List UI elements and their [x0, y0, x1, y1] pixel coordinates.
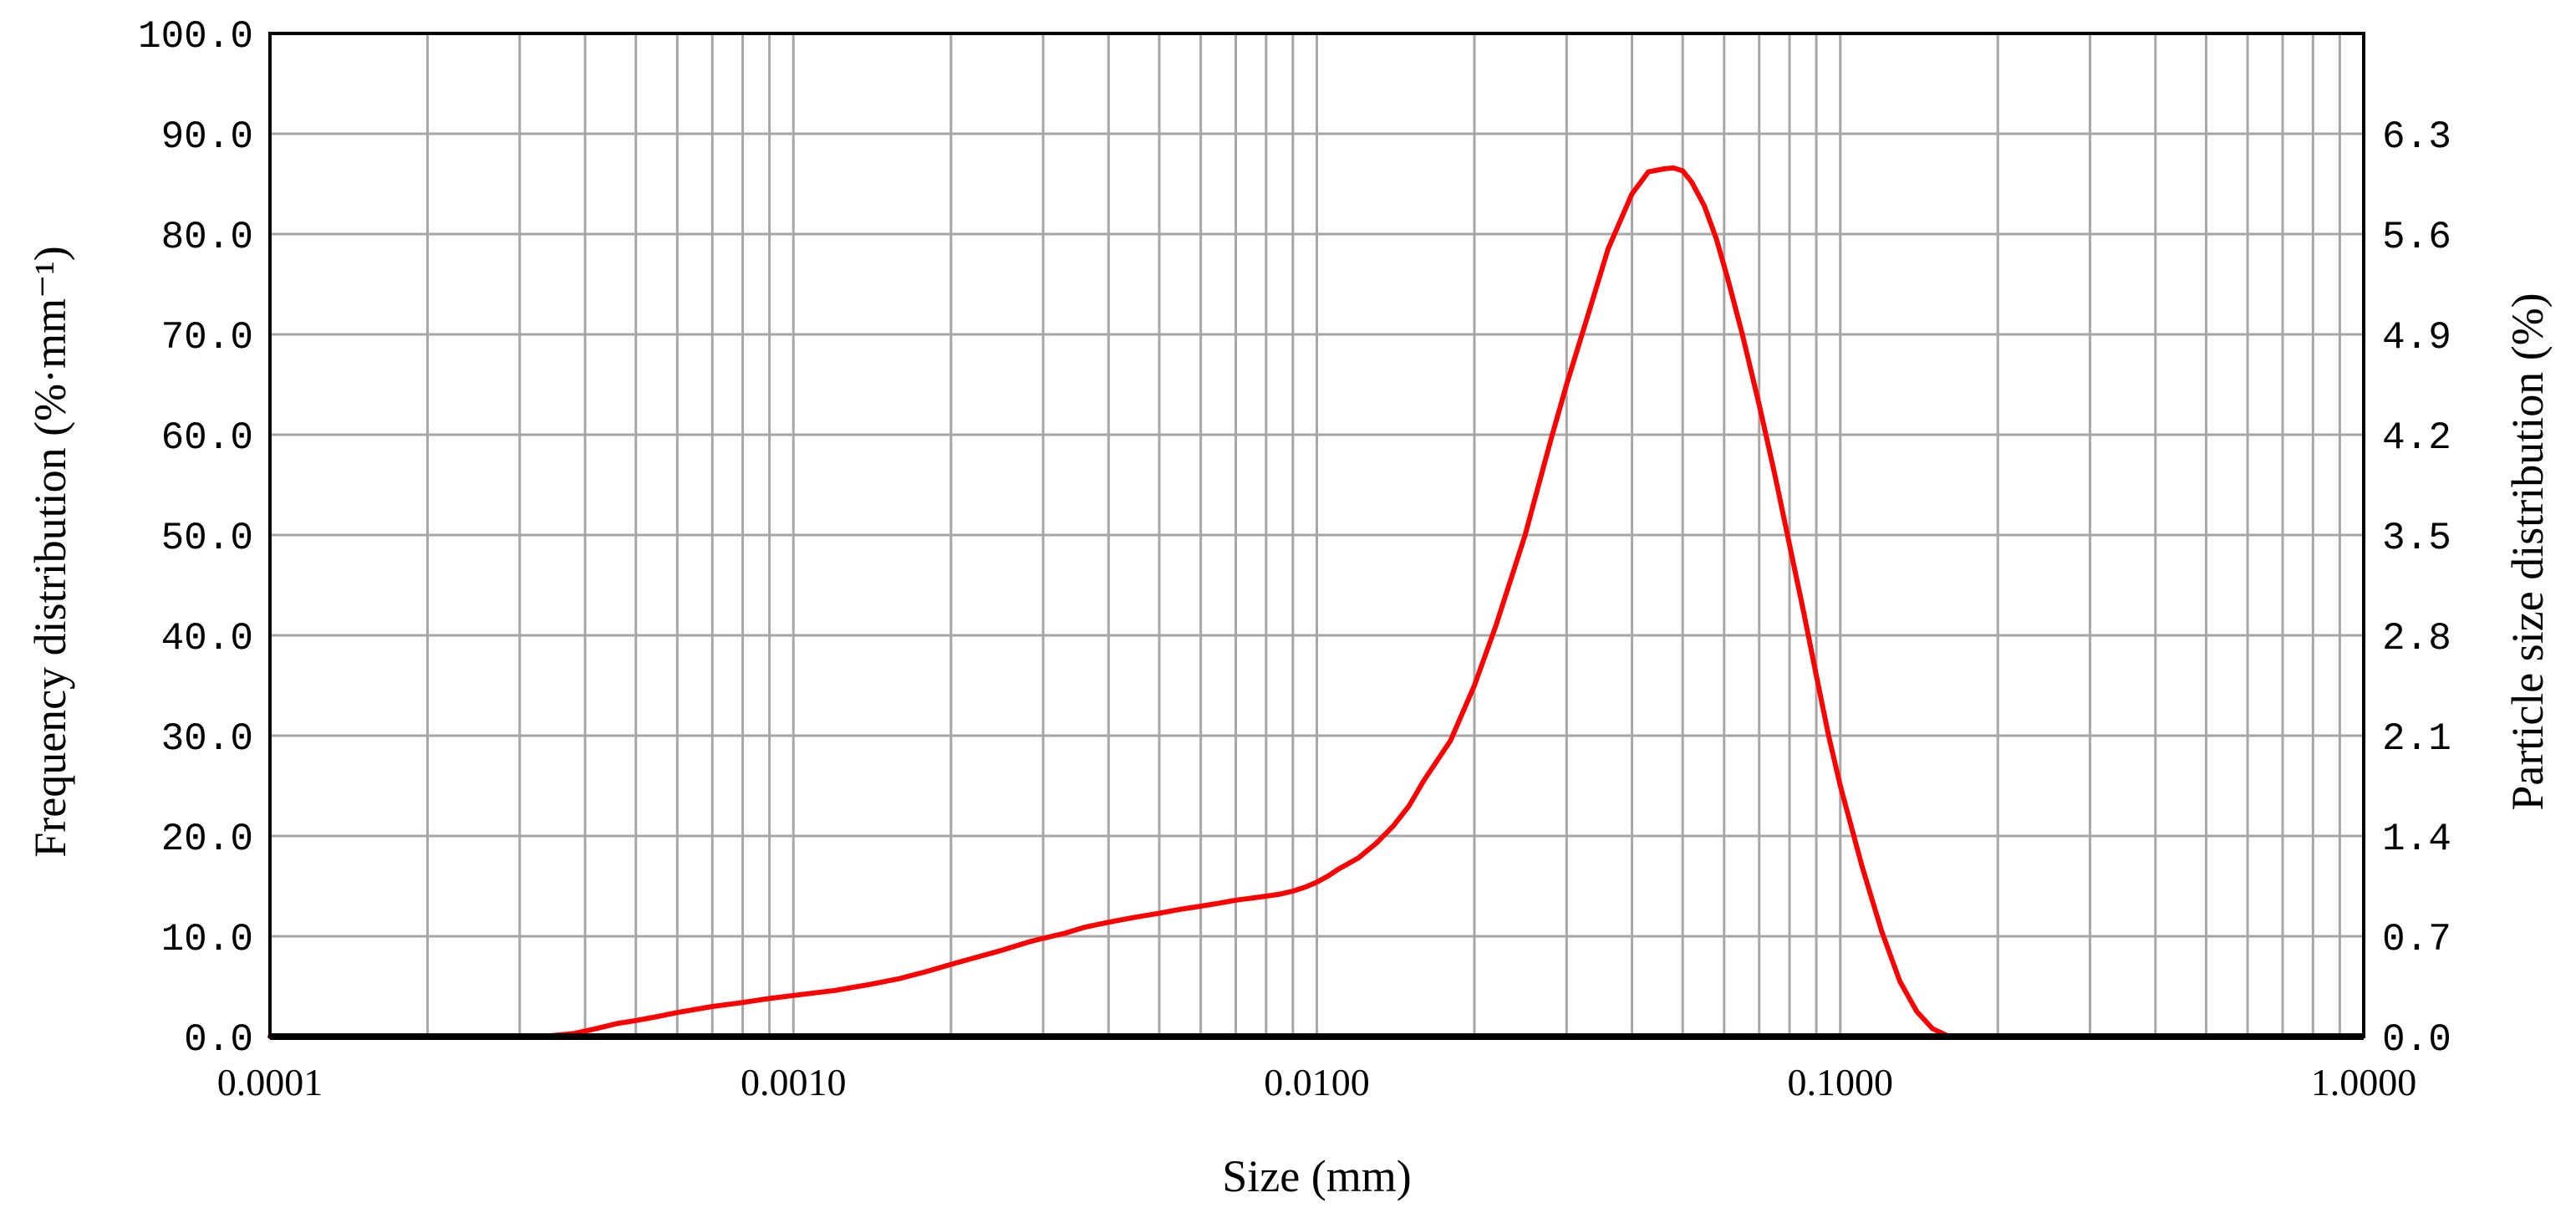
left-tick-label: 0.0 — [184, 1018, 253, 1062]
right-tick-label: 0.0 — [2382, 1018, 2451, 1062]
left-tick-label: 50.0 — [161, 517, 253, 560]
right-tick-label: 4.9 — [2382, 316, 2451, 359]
right-tick-label: 2.1 — [2382, 717, 2451, 761]
x-axis-title: Size (mm) — [1222, 1151, 1411, 1201]
x-axis-ticks: 0.0001 0.0010 0.0100 0.1000 1.0000 — [217, 1061, 2417, 1103]
right-axis-ticks: 0.0 0.7 1.4 2.1 2.8 3.5 4.2 4.9 5.6 6.3 — [2382, 115, 2451, 1062]
right-axis-title: Particle size distribution (%) — [2502, 293, 2553, 810]
x-tick-label: 0.1000 — [1788, 1061, 1894, 1103]
left-tick-label: 70.0 — [161, 316, 253, 359]
grid — [268, 32, 2364, 1038]
left-tick-label: 30.0 — [161, 717, 253, 761]
x-tick-label: 0.0100 — [1264, 1061, 1370, 1103]
left-tick-label: 80.0 — [161, 216, 253, 259]
right-tick-label: 2.8 — [2382, 617, 2451, 660]
right-tick-label: 5.6 — [2382, 216, 2451, 259]
left-axis-title: Frequency distribution (%·mm⁻¹) — [25, 246, 75, 858]
right-tick-label: 6.3 — [2382, 115, 2451, 159]
right-tick-label: 1.4 — [2382, 818, 2451, 861]
left-axis-ticks: 0.0 10.0 20.0 30.0 40.0 50.0 60.0 70.0 80.0 90.0 1… — [138, 15, 253, 1062]
series-line — [267, 165, 2301, 1039]
right-tick-label: 3.5 — [2382, 517, 2451, 560]
left-tick-label: 40.0 — [161, 617, 253, 660]
x-tick-label: 0.0001 — [217, 1061, 323, 1103]
left-tick-label: 20.0 — [161, 818, 253, 861]
x-tick-label: 0.0010 — [741, 1061, 847, 1103]
right-tick-label: 0.7 — [2382, 918, 2451, 961]
right-tick-label: 4.2 — [2382, 416, 2451, 460]
plot-frame — [268, 32, 2365, 1040]
x-tick-label: 1.0000 — [2311, 1061, 2417, 1103]
left-tick-label: 60.0 — [161, 416, 253, 460]
left-tick-label: 10.0 — [161, 918, 253, 961]
left-tick-label: 100.0 — [138, 15, 253, 59]
left-tick-label: 90.0 — [161, 115, 253, 159]
